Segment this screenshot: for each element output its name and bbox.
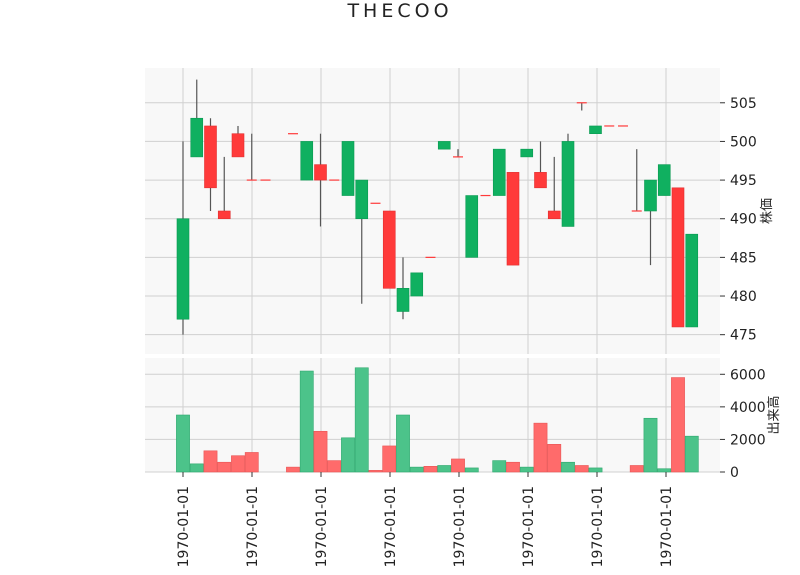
volume-bar bbox=[492, 460, 507, 473]
price-tick-label: 495 bbox=[730, 173, 757, 189]
volume-bar bbox=[409, 466, 424, 473]
candle-body-up bbox=[465, 195, 479, 258]
candle-body-down bbox=[314, 164, 327, 181]
candle-body-down bbox=[547, 210, 561, 220]
candle-body-up bbox=[520, 148, 534, 158]
volume-bar bbox=[244, 452, 259, 473]
volume-bar bbox=[354, 367, 369, 473]
x-tick-label: 1970-01-01 bbox=[452, 486, 468, 567]
volume-tick-label: 2000 bbox=[730, 432, 766, 448]
candle-body-up bbox=[685, 233, 699, 328]
candles bbox=[176, 79, 699, 335]
axes: 475 480 485 490 495 500 505 0 2000 4000 6000 1970-0… bbox=[176, 96, 766, 568]
volume-bar bbox=[533, 422, 548, 473]
volume-tick-label: 0 bbox=[730, 465, 739, 481]
volume-bar bbox=[189, 463, 204, 473]
volume-bar bbox=[299, 370, 314, 473]
x-tick-label: 1970-01-01 bbox=[521, 486, 537, 567]
volume-bar bbox=[657, 468, 672, 473]
price-tick-label: 505 bbox=[730, 96, 757, 112]
volume-bars bbox=[176, 367, 699, 473]
volume-axis-label: 出来高 bbox=[766, 395, 782, 434]
candle-body-up bbox=[589, 125, 602, 135]
price-panel-background bbox=[145, 68, 720, 354]
x-tick-label: 1970-01-01 bbox=[314, 486, 330, 567]
volume-bar bbox=[382, 445, 397, 473]
volume-bar bbox=[217, 461, 232, 473]
volume-bar bbox=[629, 465, 644, 473]
volume-bar bbox=[176, 414, 190, 473]
volume-bar bbox=[506, 461, 520, 473]
volume-bar bbox=[286, 466, 300, 473]
price-axis-label: 株価 bbox=[760, 198, 775, 224]
volume-bar bbox=[684, 435, 699, 473]
candle-body-up bbox=[355, 179, 369, 220]
price-tick-label: 485 bbox=[730, 250, 757, 266]
candle-body-up bbox=[644, 179, 657, 212]
price-tick-label: 475 bbox=[730, 328, 757, 344]
volume-bar bbox=[396, 414, 410, 473]
volume-bar bbox=[519, 466, 534, 473]
x-tick-label: 1970-01-01 bbox=[659, 486, 675, 567]
candle-body-up bbox=[410, 272, 424, 297]
candle-body-up bbox=[176, 218, 190, 320]
volume-bar bbox=[574, 465, 589, 473]
price-tick-label: 490 bbox=[730, 212, 757, 228]
volume-tick-label: 4000 bbox=[730, 400, 766, 416]
candle-body-up bbox=[492, 148, 506, 196]
candle-body-down bbox=[204, 125, 217, 189]
volume-bar bbox=[368, 470, 383, 473]
candle-body-up bbox=[300, 141, 314, 181]
candle-body-up bbox=[657, 164, 671, 196]
volume-bar bbox=[547, 444, 562, 473]
volume-bar bbox=[671, 377, 685, 473]
candle-body-down bbox=[382, 210, 396, 289]
volume-bar bbox=[464, 467, 479, 473]
grid-lines bbox=[145, 68, 720, 473]
volume-bar bbox=[341, 437, 355, 473]
candle-body-up bbox=[341, 141, 355, 196]
candle-body-down bbox=[534, 172, 547, 189]
volume-bar bbox=[423, 465, 438, 473]
volume-bar bbox=[231, 455, 245, 473]
volume-bar bbox=[451, 458, 465, 473]
x-tick-label: 1970-01-01 bbox=[245, 486, 261, 567]
volume-bar bbox=[313, 430, 328, 473]
price-tick-label: 480 bbox=[730, 289, 757, 305]
price-tick-label: 500 bbox=[730, 134, 757, 150]
volume-bar bbox=[561, 461, 575, 473]
volume-panel-background bbox=[145, 358, 720, 472]
candle-body-down bbox=[671, 187, 685, 328]
candle-body-up bbox=[190, 117, 204, 158]
x-tick-label: 1970-01-01 bbox=[383, 486, 399, 567]
candle-body-down bbox=[217, 210, 231, 220]
candle-body-up bbox=[396, 287, 410, 312]
volume-bar bbox=[437, 465, 452, 473]
volume-bar bbox=[643, 417, 658, 473]
candle-body-up bbox=[561, 141, 575, 227]
volume-bar bbox=[203, 450, 218, 473]
candle-body-down bbox=[506, 172, 520, 266]
volume-bar bbox=[327, 460, 342, 473]
candle-body-down bbox=[231, 133, 245, 158]
volume-bar bbox=[588, 467, 603, 473]
x-tick-label: 1970-01-01 bbox=[176, 486, 192, 567]
volume-tick-label: 6000 bbox=[730, 367, 766, 383]
candle-body-up bbox=[437, 141, 451, 150]
chart-title: THECOO bbox=[347, 0, 453, 22]
x-tick-label: 1970-01-01 bbox=[590, 486, 606, 567]
